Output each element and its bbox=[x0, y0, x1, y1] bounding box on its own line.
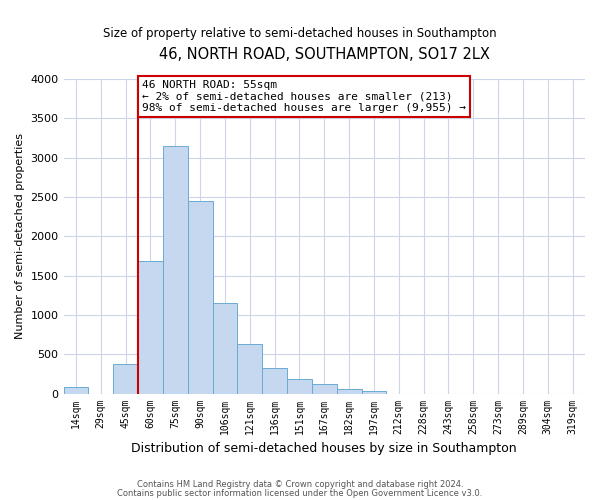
Text: Contains HM Land Registry data © Crown copyright and database right 2024.: Contains HM Land Registry data © Crown c… bbox=[137, 480, 463, 489]
Y-axis label: Number of semi-detached properties: Number of semi-detached properties bbox=[15, 133, 25, 339]
Bar bbox=[64, 388, 88, 394]
Text: Contains public sector information licensed under the Open Government Licence v3: Contains public sector information licen… bbox=[118, 488, 482, 498]
Bar bbox=[312, 384, 337, 394]
Bar bbox=[212, 303, 238, 394]
Bar bbox=[362, 391, 386, 394]
Text: Size of property relative to semi-detached houses in Southampton: Size of property relative to semi-detach… bbox=[103, 28, 497, 40]
Bar bbox=[138, 262, 163, 394]
Bar bbox=[238, 344, 262, 394]
Bar bbox=[163, 146, 188, 394]
Title: 46, NORTH ROAD, SOUTHAMPTON, SO17 2LX: 46, NORTH ROAD, SOUTHAMPTON, SO17 2LX bbox=[159, 48, 490, 62]
Bar bbox=[113, 364, 138, 394]
X-axis label: Distribution of semi-detached houses by size in Southampton: Distribution of semi-detached houses by … bbox=[131, 442, 517, 455]
Bar bbox=[262, 368, 287, 394]
Text: 46 NORTH ROAD: 55sqm
← 2% of semi-detached houses are smaller (213)
98% of semi-: 46 NORTH ROAD: 55sqm ← 2% of semi-detach… bbox=[142, 80, 466, 113]
Bar bbox=[188, 201, 212, 394]
Bar bbox=[287, 379, 312, 394]
Bar bbox=[337, 389, 362, 394]
